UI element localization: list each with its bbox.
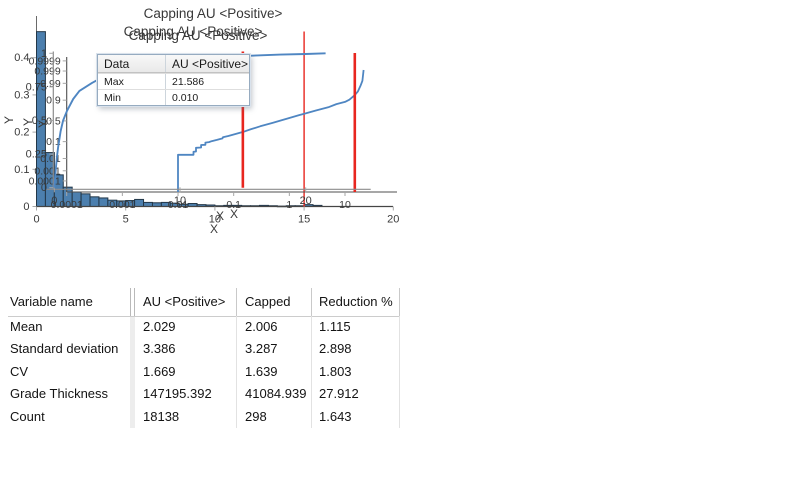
table-cell: Grade Thickness (10, 386, 109, 402)
tooltip-min-row: Min 0.010 (98, 89, 249, 105)
table-cell: 41084.939 (245, 386, 307, 402)
x-tick-label: 15 (298, 214, 310, 226)
x-tick-label: 10 (339, 199, 351, 211)
y-tick-label: 0.1 (14, 164, 29, 176)
table-cell: 1.639 (245, 363, 278, 379)
y-tick-label: 0 (41, 182, 47, 194)
cdf-title: Capping AU <Positive> (124, 24, 263, 39)
table-cell: 1.669 (143, 363, 176, 379)
table-cell: Count (10, 408, 45, 424)
table-cell: CV (10, 363, 29, 379)
data-stats-tooltip: Data AU <Positive> Max 21.586 Min 0.010 (97, 54, 250, 106)
x-tick-label: 0.0001 (51, 199, 83, 211)
tooltip-header-row: Data AU <Positive> (98, 55, 249, 73)
table-header-cell: Variable name (10, 294, 93, 309)
table-cell: 3.386 (143, 341, 176, 357)
table-cell: 27.912 (319, 386, 359, 402)
tooltip-max-row: Max 21.586 (98, 73, 249, 89)
table-row: Mean 2.029 2.006 1.115 (8, 316, 400, 338)
table-cell: Mean (10, 319, 43, 334)
x-tick-label: 10 (174, 195, 186, 207)
x-tick-label: 1 (286, 199, 292, 211)
histogram-title: Capping AU <Positive> (144, 6, 283, 21)
table-header-cell: Reduction % (319, 294, 393, 309)
tooltip-header-variable: AU <Positive> (172, 57, 249, 71)
table-row: Count 18138 298 1.643 (8, 406, 400, 428)
y-axis-label: Y (36, 120, 50, 128)
y-axis-label: Y (21, 118, 35, 126)
table-cell: 2.006 (245, 319, 278, 334)
x-tick-label: 0 (33, 214, 39, 226)
tooltip-header-data: Data (98, 55, 166, 72)
tooltip-max-label: Max (98, 74, 166, 89)
y-tick-label: 0.001 (34, 165, 60, 177)
y-tick-label: 0.3 (14, 89, 29, 101)
x-tick-label: 0.01 (168, 199, 189, 211)
tooltip-min-value: 0.010 (172, 92, 199, 104)
x-tick-label: 0.1 (226, 199, 241, 211)
log-probability-chart[interactable]: Capping AU <Positive>0.99990.9990.990.90… (0, 0, 400, 240)
table-cell: 2.029 (143, 319, 176, 334)
y-tick-label: 0.75 (26, 81, 47, 93)
y-tick-label: 0 (23, 201, 29, 213)
x-axis-label: X (216, 209, 224, 223)
x-tick-label: 0 (51, 195, 57, 207)
x-tick-label: 0.001 (109, 199, 135, 211)
x-tick-label: 20 (387, 214, 399, 226)
statistics-table: Variable name AU <Positive> Capped Reductio… (8, 288, 400, 428)
table-cell: 147195.392 (143, 386, 212, 402)
table-cell: 18138 (143, 408, 180, 424)
y-tick-label: 0.25 (26, 149, 47, 161)
tooltip-max-value: 21.586 (172, 76, 205, 88)
table-cell: 2.898 (319, 341, 352, 357)
table-cell: 3.287 (245, 341, 278, 357)
table-header-row: Variable name AU <Positive> Capped Reductio… (8, 288, 400, 316)
x-tick-label: 10 (209, 214, 221, 226)
y-tick-label: 0.999 (34, 66, 60, 78)
table-cell: 1.643 (319, 408, 352, 424)
table-cell: Standard deviation (10, 341, 119, 357)
table-row: Standard deviation 3.386 3.287 2.898 (8, 338, 400, 360)
table-header-cell: AU <Positive> (143, 294, 226, 309)
x-axis-label: X (230, 207, 238, 221)
y-axis-label: Y (2, 116, 16, 124)
probit-title: Capping AU <Positive> (129, 28, 268, 43)
y-tick-label: 0.99 (40, 78, 61, 90)
table-row: CV 1.669 1.639 1.803 (8, 361, 400, 383)
x-tick-label: 20 (300, 195, 312, 207)
table-row: Grade Thickness 147195.392 41084.939 27.912 (8, 383, 400, 405)
y-tick-label: 0.2 (14, 127, 29, 139)
y-tick-label: 1 (41, 48, 47, 60)
y-tick-label: 0.5 (32, 115, 47, 127)
x-axis-label: X (210, 222, 218, 236)
table-header-cell: Capped (245, 294, 291, 309)
histogram-chart[interactable]: Capping AU <Positive>00.10.20.30.40 5 10 15… (0, 0, 400, 240)
y-tick-label: 0.4 (14, 52, 29, 64)
tooltip-min-label: Min (98, 90, 166, 105)
table-cell: 1.115 (319, 319, 351, 334)
table-cell: 298 (245, 408, 267, 424)
table-cell: 1.803 (319, 363, 352, 379)
x-tick-label: 5 (123, 214, 129, 226)
